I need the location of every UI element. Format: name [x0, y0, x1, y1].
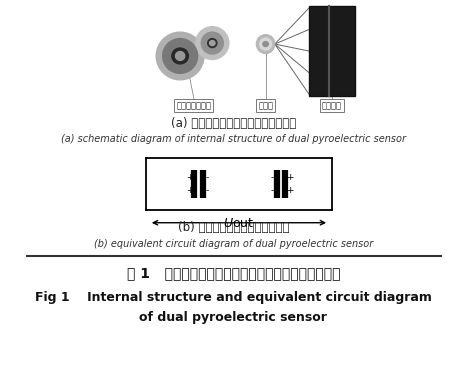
Text: -: - — [271, 173, 274, 182]
Ellipse shape — [172, 48, 188, 64]
Text: +: + — [286, 173, 294, 182]
Text: (a) schematic diagram of internal structure of dual pyroelectric sensor: (a) schematic diagram of internal struct… — [61, 134, 406, 144]
Text: 一个视区: 一个视区 — [322, 101, 342, 110]
Ellipse shape — [208, 39, 217, 47]
Ellipse shape — [210, 41, 215, 46]
Text: (b) equivalent circuit diagram of dual pyroelectric sensor: (b) equivalent circuit diagram of dual p… — [94, 239, 373, 248]
Ellipse shape — [263, 41, 269, 47]
Text: -: - — [205, 173, 209, 182]
Text: of dual pyroelectric sensor: of dual pyroelectric sensor — [140, 310, 327, 323]
Text: +: + — [286, 186, 294, 195]
Text: -: - — [271, 186, 274, 195]
Text: $\it{U}$out: $\it{U}$out — [223, 217, 255, 230]
Ellipse shape — [176, 51, 185, 60]
Text: Fig 1    Internal structure and equivalent circuit diagram: Fig 1 Internal structure and equivalent … — [35, 291, 432, 304]
Text: 凸透镜: 凸透镜 — [258, 101, 273, 110]
Ellipse shape — [201, 32, 223, 54]
Ellipse shape — [256, 35, 275, 53]
Text: +: + — [186, 173, 193, 182]
Ellipse shape — [196, 27, 229, 59]
Ellipse shape — [163, 39, 198, 73]
Ellipse shape — [156, 32, 204, 80]
Text: -: - — [205, 186, 209, 195]
Text: 图 1   双元热释电传感器内部结构示意图与等效电路图: 图 1 双元热释电传感器内部结构示意图与等效电路图 — [127, 266, 340, 280]
Text: (a) 双元热释电传感器内部结构示意图: (a) 双元热释电传感器内部结构示意图 — [171, 117, 296, 130]
Text: 两片热释电元件: 两片热释电元件 — [177, 101, 212, 110]
Ellipse shape — [260, 38, 272, 50]
Text: +: + — [186, 186, 193, 195]
Text: (b) 双元热释电传感器等效电路图: (b) 双元热释电传感器等效电路图 — [177, 221, 289, 234]
Bar — [309, 6, 355, 96]
